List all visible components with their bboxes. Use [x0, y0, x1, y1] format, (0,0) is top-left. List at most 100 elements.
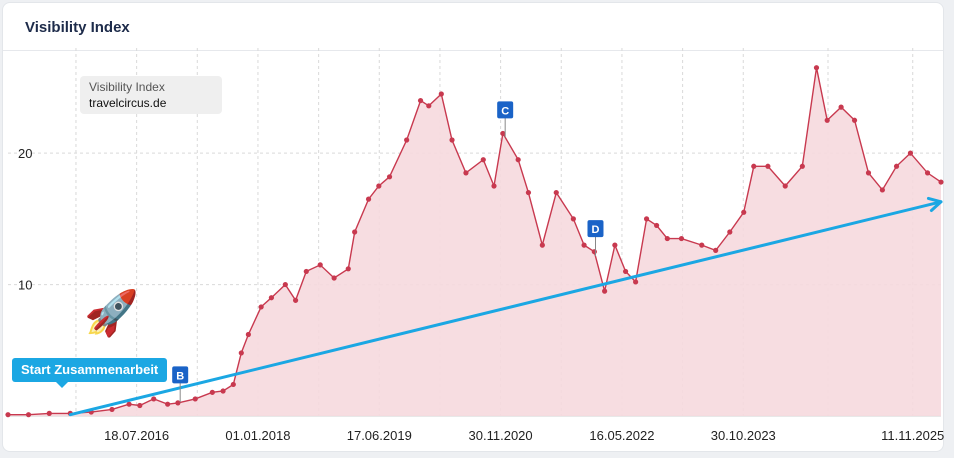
data-point [331, 275, 337, 281]
data-point [292, 297, 299, 303]
data-point [365, 196, 372, 202]
data-point [282, 281, 288, 288]
y-tick-label: 20 [18, 146, 32, 161]
card-title: Visibility Index [25, 19, 130, 36]
data-point [491, 183, 497, 189]
data-point [5, 412, 11, 418]
marker-label: B [176, 370, 184, 382]
data-point [352, 229, 358, 235]
data-point [553, 189, 559, 196]
x-tick-label: 16.05.2022 [589, 428, 654, 443]
data-point [799, 163, 805, 169]
data-point [165, 401, 171, 407]
start-collaboration-badge: Start Zusammenarbeit [12, 358, 168, 388]
data-point [851, 117, 858, 123]
x-tick-label: 11.11.2025 [881, 428, 944, 443]
data-point [924, 170, 931, 176]
legend-box: Visibility Index travelcircus.de [80, 76, 222, 114]
data-point [893, 163, 900, 169]
data-point [727, 229, 733, 235]
x-tick-label: 18.07.2016 [104, 428, 169, 443]
card-divider [3, 50, 943, 51]
data-point [838, 104, 844, 110]
data-point [109, 406, 115, 413]
data-point [151, 396, 157, 402]
data-point [865, 170, 872, 176]
data-point [175, 400, 181, 406]
data-point [602, 288, 608, 294]
data-point [245, 331, 251, 338]
data-point [879, 187, 885, 193]
data-point [230, 381, 236, 388]
data-point [404, 137, 410, 143]
data-point [303, 268, 309, 275]
trend-line [68, 200, 943, 417]
data-point [938, 179, 944, 185]
data-point [192, 396, 198, 402]
marker-badge [172, 366, 189, 384]
data-point [480, 157, 486, 163]
data-point [515, 157, 521, 163]
data-point [426, 103, 432, 109]
data-point [386, 174, 393, 180]
data-point [751, 163, 757, 169]
data-point [500, 130, 506, 137]
data-point [622, 268, 629, 275]
y-axis: 10 20 [18, 146, 32, 292]
data-point [46, 410, 52, 416]
data-point [317, 262, 323, 268]
legend-series-label: Visibility Index [89, 80, 165, 94]
x-axis: 18.07.2016 01.01.2018 17.06.2019 30.11.2020… [104, 428, 944, 443]
data-point [765, 163, 771, 169]
data-point [633, 279, 639, 285]
marker-badge [587, 220, 604, 238]
marker-label: D [592, 224, 600, 236]
x-tick-label: 01.01.2018 [225, 428, 290, 443]
x-tick-label: 30.10.2023 [711, 428, 776, 443]
y-tick-label: 10 [18, 278, 32, 293]
trend-arrowhead [926, 196, 943, 213]
trend-line-group [68, 196, 943, 417]
data-point [25, 412, 32, 418]
data-point [376, 183, 382, 189]
data-points [5, 65, 944, 418]
data-point [438, 91, 444, 97]
data-point [463, 170, 469, 176]
x-tick-label: 17.06.2019 [347, 428, 412, 443]
data-point [449, 137, 455, 143]
legend-domain-label: travelcircus.de [89, 96, 167, 110]
marker-label: C [501, 105, 509, 117]
data-point [713, 247, 719, 253]
data-point [220, 388, 226, 394]
data-point [643, 216, 650, 222]
visibility-area-fill [8, 67, 941, 416]
data-point [813, 65, 820, 71]
data-point [137, 402, 143, 409]
data-point [268, 295, 275, 301]
data-point [209, 389, 215, 395]
data-point [678, 235, 685, 242]
data-point [539, 242, 545, 248]
data-point [591, 249, 597, 255]
data-point [664, 235, 670, 242]
data-point [525, 189, 532, 196]
data-point [345, 266, 351, 272]
data-point [654, 222, 660, 229]
data-point [570, 216, 576, 222]
data-point [782, 183, 788, 189]
data-point [258, 304, 264, 310]
data-point [907, 150, 914, 156]
rocket-icon: 🚀 [84, 289, 139, 338]
data-point [612, 242, 618, 248]
data-point [238, 350, 244, 356]
marker-badge [497, 101, 514, 119]
data-point [741, 209, 747, 215]
data-point [581, 242, 587, 248]
x-tick-label: 30.11.2020 [469, 428, 533, 443]
data-point [824, 117, 830, 123]
data-point [417, 97, 424, 104]
event-markers: B C D [172, 101, 604, 403]
data-point [126, 401, 132, 407]
data-point [699, 242, 705, 248]
